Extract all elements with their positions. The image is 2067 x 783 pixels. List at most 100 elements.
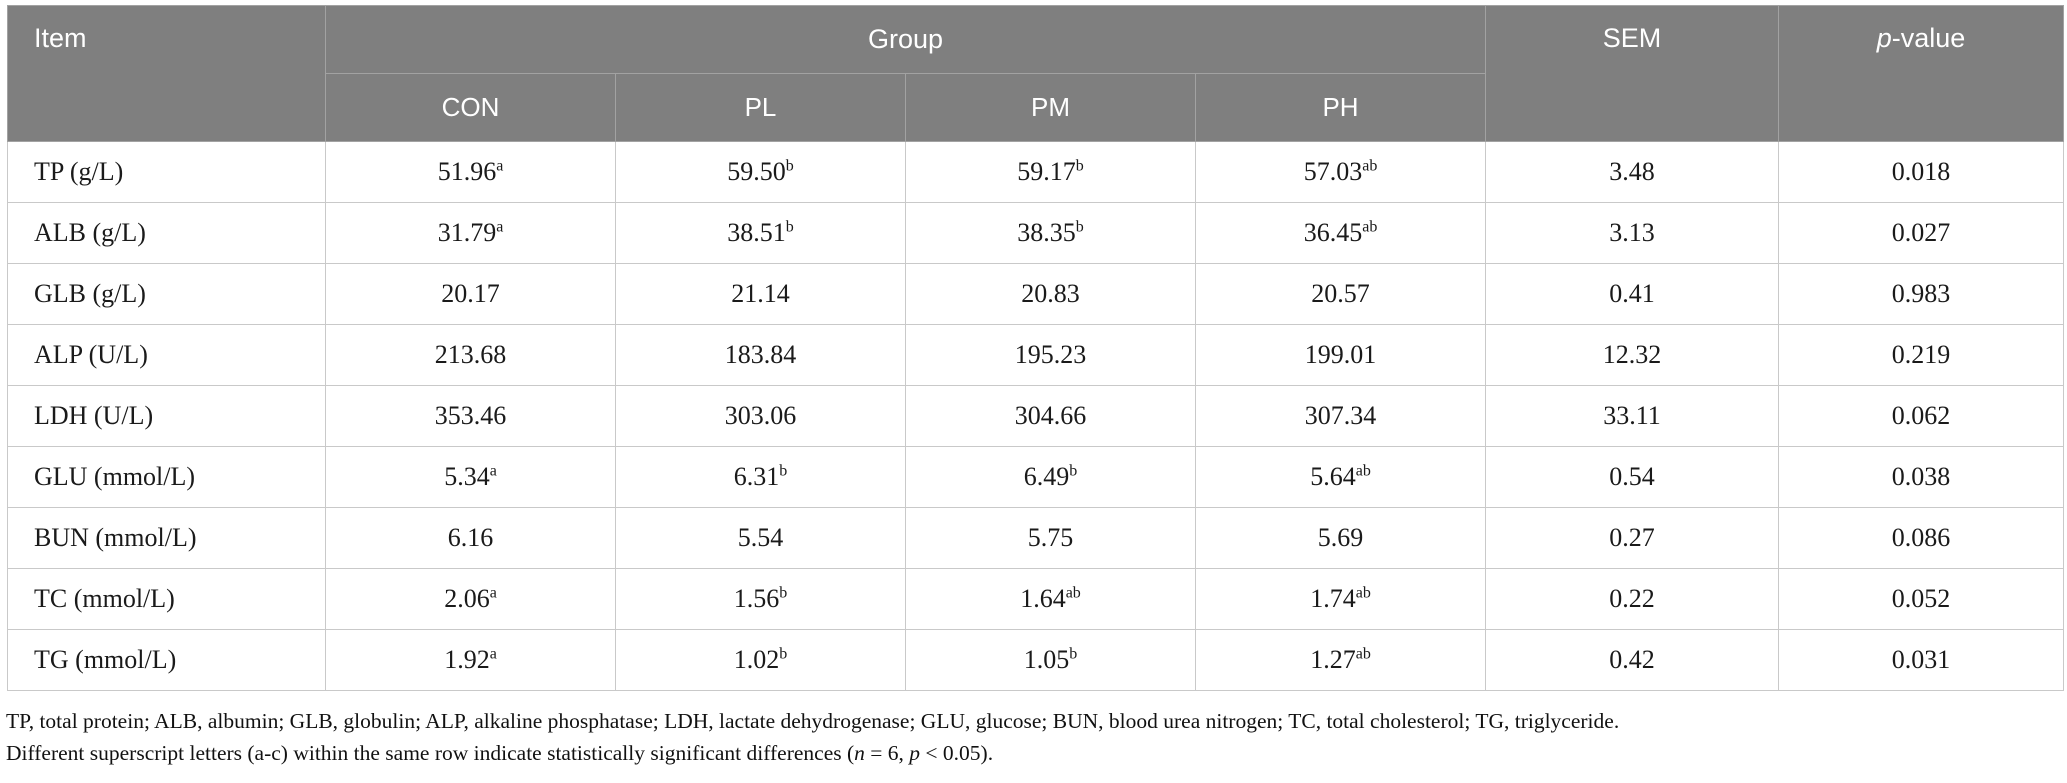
item-cell: GLB (g/L) xyxy=(7,263,326,325)
value-cell: 1.05b xyxy=(905,629,1196,691)
column-header-item: Item xyxy=(7,5,326,142)
footnote-italic-n: n xyxy=(854,741,865,766)
pvalue-cell: 0.018 xyxy=(1778,141,2065,203)
sem-cell: 3.13 xyxy=(1485,202,1780,264)
value-cell: 59.50b xyxy=(615,141,906,203)
significance-superscript: a xyxy=(489,462,497,480)
table-row: GLU (mmol/L) 5.34a 6.31b 6.49b 5.64ab 0.54 0.0… xyxy=(7,446,2065,508)
value-cell: 2.06a xyxy=(325,568,616,630)
footnote-significance-pre: Different superscript letters (a-c) with… xyxy=(6,741,855,766)
sem-cell: 33.11 xyxy=(1485,385,1780,447)
sem-cell: 0.22 xyxy=(1485,568,1780,630)
column-header-group: Group xyxy=(324,5,1487,74)
sem-cell: 12.32 xyxy=(1485,324,1780,386)
sem-cell: 3.48 xyxy=(1485,141,1780,203)
value-cell: 6.31b xyxy=(615,446,906,508)
header-row-groups: CON PL PM PH xyxy=(8,73,2064,142)
value-cell: 213.68 xyxy=(325,324,616,386)
value-cell: 303.06 xyxy=(615,385,906,447)
significance-superscript: b xyxy=(779,645,788,663)
value-cell: 5.34a xyxy=(325,446,616,508)
significance-superscript: b xyxy=(1075,157,1084,175)
column-header-ph: PH xyxy=(1194,73,1487,142)
value-cell: 1.02b xyxy=(615,629,906,691)
sem-cell: 0.54 xyxy=(1485,446,1780,508)
significance-superscript: a xyxy=(489,584,497,602)
item-cell: TG (mmol/L) xyxy=(7,629,326,691)
table-row: ALB (g/L) 31.79a 38.51b 38.35b 36.45ab 3.13 0.… xyxy=(7,202,2065,264)
item-cell: LDH (U/L) xyxy=(7,385,326,447)
header-row-top: Item Group SEM p-value xyxy=(7,5,2065,142)
value-cell: 1.56b xyxy=(615,568,906,630)
value-cell: 5.54 xyxy=(615,507,906,569)
item-cell: BUN (mmol/L) xyxy=(7,507,326,569)
table-row: TC (mmol/L) 2.06a 1.56b 1.64ab 1.74ab 0.22 0.0… xyxy=(7,568,2065,630)
significance-superscript: b xyxy=(1069,645,1078,663)
column-header-pl: PL xyxy=(615,73,906,142)
significance-superscript: a xyxy=(496,157,504,175)
biochemistry-table: Item Group SEM p-value CON PL PM PH TP (… xyxy=(7,5,2065,691)
value-cell: 199.01 xyxy=(1194,324,1487,386)
value-cell: 6.16 xyxy=(325,507,616,569)
value-cell: 1.64ab xyxy=(905,568,1196,630)
value-cell: 59.17b xyxy=(905,141,1196,203)
pvalue-cell: 0.027 xyxy=(1778,202,2065,264)
item-cell: ALP (U/L) xyxy=(7,324,326,386)
value-cell: 1.27ab xyxy=(1194,629,1487,691)
significance-superscript: a xyxy=(496,218,504,236)
item-cell: GLU (mmol/L) xyxy=(7,446,326,508)
item-cell: TP (g/L) xyxy=(7,141,326,203)
sem-cell: 0.27 xyxy=(1485,507,1780,569)
value-cell: 21.14 xyxy=(615,263,906,325)
footnote-italic-p: p xyxy=(909,741,921,766)
footnote-significance-post: < 0.05). xyxy=(920,741,994,766)
value-cell: 20.57 xyxy=(1194,263,1487,325)
pvalue-cell: 0.031 xyxy=(1778,629,2065,691)
item-cell: TC (mmol/L) xyxy=(7,568,326,630)
significance-superscript: b xyxy=(779,462,788,480)
significance-superscript: ab xyxy=(1065,584,1081,602)
value-cell: 304.66 xyxy=(905,385,1196,447)
pvalue-cell: 0.219 xyxy=(1778,324,2065,386)
column-header-sem: SEM xyxy=(1485,5,1780,142)
significance-superscript: b xyxy=(779,584,788,602)
value-cell: 353.46 xyxy=(325,385,616,447)
column-header-pm: PM xyxy=(905,73,1196,142)
sem-cell: 0.42 xyxy=(1485,629,1780,691)
item-cell: ALB (g/L) xyxy=(7,202,326,264)
significance-superscript: b xyxy=(785,218,794,236)
value-cell: 31.79a xyxy=(325,202,616,264)
significance-superscript: ab xyxy=(1355,645,1371,663)
value-cell: 51.96a xyxy=(325,141,616,203)
footnote-abbreviations: TP, total protein; ALB, albumin; GLB, gl… xyxy=(6,709,1620,733)
value-cell: 5.64ab xyxy=(1194,446,1487,508)
value-cell: 38.35b xyxy=(905,202,1196,264)
pvalue-rest: -value xyxy=(1891,23,1966,53)
value-cell: 20.17 xyxy=(325,263,616,325)
value-cell: 36.45ab xyxy=(1194,202,1487,264)
value-cell: 1.92a xyxy=(325,629,616,691)
value-cell: 20.83 xyxy=(905,263,1196,325)
column-header-con: CON xyxy=(325,73,616,142)
table-row: ALP (U/L) 213.68 183.84 195.23 199.01 12.32 0.… xyxy=(7,324,2065,386)
table-row: TP (g/L) 51.96a 59.50b 59.17b 57.03ab 3.48 0.0… xyxy=(7,141,2065,203)
value-cell: 183.84 xyxy=(615,324,906,386)
column-header-pvalue: p-value xyxy=(1778,5,2065,142)
sem-cell: 0.41 xyxy=(1485,263,1780,325)
pvalue-italic-p: p xyxy=(1876,23,1892,53)
value-cell: 5.69 xyxy=(1194,507,1487,569)
value-cell: 6.49b xyxy=(905,446,1196,508)
significance-superscript: ab xyxy=(1355,584,1371,602)
pvalue-cell: 0.062 xyxy=(1778,385,2065,447)
table-row: GLB (g/L) 20.17 21.14 20.83 20.57 0.41 0.983 xyxy=(7,263,2065,325)
value-cell: 5.75 xyxy=(905,507,1196,569)
significance-superscript: ab xyxy=(1362,157,1378,175)
footnote-significance-mid: = 6, xyxy=(864,741,910,766)
value-cell: 195.23 xyxy=(905,324,1196,386)
pvalue-cell: 0.983 xyxy=(1778,263,2065,325)
table-header: Item Group SEM p-value CON PL PM PH xyxy=(7,5,2065,142)
table-footnote: TP, total protein; ALB, albumin; GLB, gl… xyxy=(6,705,2063,770)
pvalue-cell: 0.052 xyxy=(1778,568,2065,630)
significance-superscript: b xyxy=(1075,218,1084,236)
